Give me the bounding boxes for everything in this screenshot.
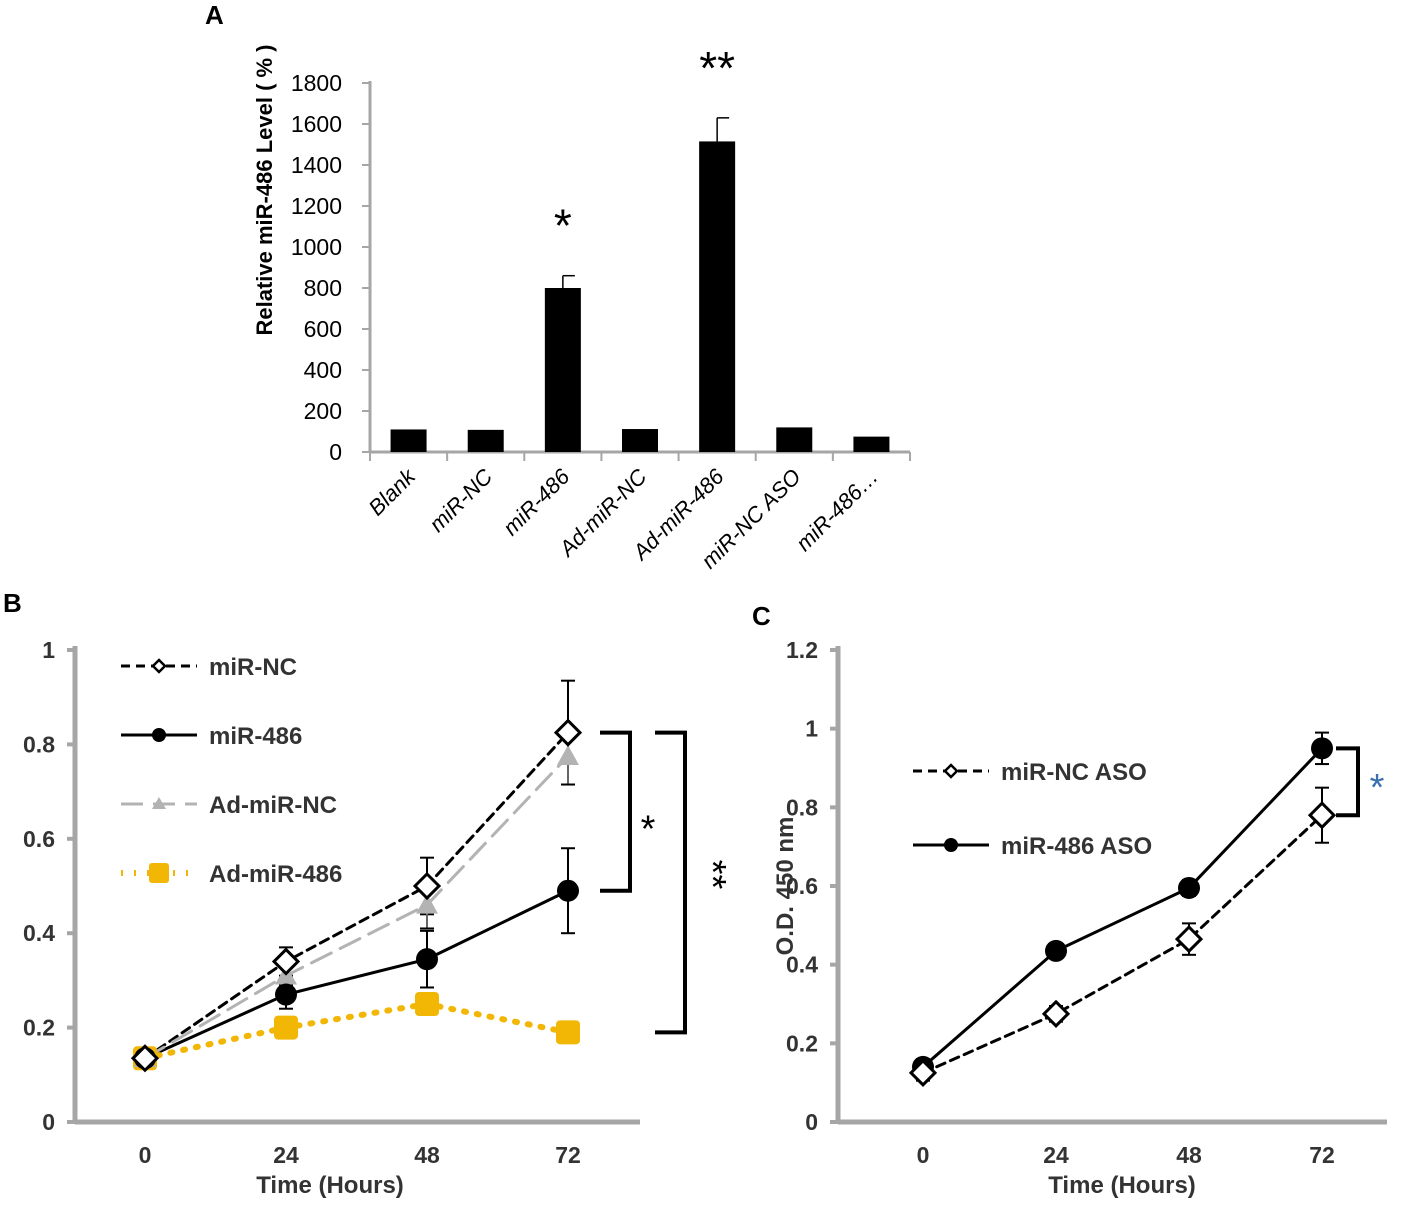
data-point-mir-486-aso: [1178, 876, 1200, 899]
chart-b: 0 0.2 0.4 0.6 0.8 1 0 24 48 72 Time (Hours) miR-NC m…: [23, 637, 733, 1199]
significance-marker: **: [691, 860, 733, 890]
y-tick-label: 800: [304, 275, 342, 301]
y-tick-label: 1000: [291, 234, 342, 260]
legend-marker-ad-mir-nc: [152, 797, 166, 809]
series-line-mir-nc-aso: [921, 813, 1324, 1075]
bar-ad-mir-486: [699, 141, 736, 453]
y-tick-label: 0.4: [786, 952, 818, 978]
data-point-mir-486-aso: [1045, 939, 1067, 962]
x-tick-label: 0: [139, 1142, 152, 1168]
y-tick-label: 600: [304, 316, 342, 342]
x-tick-label: 24: [1043, 1142, 1069, 1168]
legend-label-mir-nc: miR-NC: [209, 654, 297, 681]
chart-a: 0 200 400 600 800 1000 1200 1400 1600 1800 Relativ…: [252, 42, 911, 573]
y-tick-label: 0.2: [786, 1030, 818, 1056]
data-point-mir-nc-aso: [908, 1058, 938, 1087]
legend-marker-ad-mir-486: [149, 863, 169, 883]
y-tick-label: 0.4: [23, 920, 55, 946]
bar-mir-486: [544, 288, 581, 452]
data-point-ad-mir-486: [415, 992, 439, 1016]
significance-marker: *: [1370, 767, 1385, 809]
y-tick-label: 1: [42, 637, 55, 663]
legend-marker-mir-486-aso: [944, 838, 958, 852]
data-point-mir-486: [416, 948, 438, 971]
legend-marker-mir-nc: [151, 658, 167, 674]
data-point-mir-486: [557, 879, 579, 902]
y-tick-label: 0: [42, 1109, 55, 1135]
legend-marker-mir-nc-aso: [943, 763, 959, 779]
significance-bracket: [655, 730, 687, 1035]
significance-marker: *: [641, 809, 656, 851]
y-tick-label: 1400: [291, 152, 342, 178]
series-line-mir-486: [143, 889, 570, 1060]
data-point-ad-mir-nc: [557, 745, 579, 765]
x-tick-label: 24: [273, 1142, 299, 1168]
data-point-ad-mir-nc: [416, 893, 438, 914]
significance-marker: **: [699, 42, 735, 94]
y-tick-label: 0.8: [786, 794, 818, 820]
data-point-mir-nc: [412, 871, 442, 901]
panel-a-label: A: [205, 0, 224, 30]
data-point-mir-nc-aso: [1174, 924, 1204, 954]
x-axis-title: Time (Hours): [256, 1172, 404, 1199]
y-tick-label: 400: [304, 357, 342, 383]
bar-mir-nc: [467, 429, 504, 452]
legend-label-mir-486: miR-486: [209, 723, 302, 750]
x-tick-label: 72: [555, 1142, 581, 1168]
x-tick-label: 72: [1309, 1142, 1335, 1168]
significance-marker: *: [554, 200, 572, 252]
significance-bracket: [600, 730, 632, 893]
bar-mir-486: [853, 436, 890, 452]
data-point-mir-nc: [271, 947, 301, 976]
y-tick-label: 1: [805, 716, 818, 742]
category-label-mir-486: miR-486: [498, 463, 575, 540]
legend-label-mir-486-aso: miR-486 ASO: [1001, 833, 1152, 860]
series-line-mir-486-aso: [921, 746, 1324, 1069]
category-label-mir-486: miR-486…: [791, 464, 883, 556]
y-tick-label: 1.2: [786, 637, 818, 663]
category-label-mir-nc: miR-NC: [424, 464, 497, 537]
x-axis-title: Time (Hours): [1048, 1172, 1196, 1199]
series-line-ad-mir-nc: [143, 754, 570, 1060]
y-tick-label: 1200: [291, 193, 342, 219]
bar-ad-mir-nc: [622, 429, 658, 452]
data-point-mir-nc: [130, 1044, 160, 1073]
y-tick-label: 1600: [291, 111, 342, 137]
panel-c-label: C: [752, 601, 771, 631]
series-line-mir-nc: [143, 731, 570, 1060]
y-tick-label: 1800: [291, 70, 342, 96]
chart-c: 0 0.2 0.4 0.6 0.8 1 1.2 0 24 48 72 Time (Hours) O.D.…: [772, 637, 1387, 1199]
y-axis-title: O.D. 450 nm: [772, 817, 799, 956]
data-point-mir-nc-aso: [1041, 999, 1071, 1028]
legend-label-mir-nc-aso: miR-NC ASO: [1001, 759, 1147, 786]
y-tick-label: 200: [304, 398, 342, 424]
data-point-mir-nc: [553, 718, 583, 747]
panel-b-label: B: [3, 588, 22, 618]
x-tick-label: 0: [917, 1142, 930, 1168]
x-tick-label: 48: [414, 1142, 440, 1168]
category-label-blank: Blank: [364, 463, 421, 520]
y-tick-label: 0.8: [23, 731, 55, 757]
y-tick-label: 0.6: [23, 826, 55, 852]
y-axis-title: Relative miR-486 Level ( % ): [252, 44, 277, 335]
x-tick-label: 48: [1176, 1142, 1202, 1168]
legend-marker-mir-486: [152, 728, 166, 742]
legend-label-ad-mir-486: Ad-miR-486: [209, 861, 342, 888]
data-point-ad-mir-486: [556, 1020, 580, 1045]
data-point-mir-486: [275, 983, 297, 1006]
legend-label-ad-mir-nc: Ad-miR-NC: [209, 792, 337, 819]
y-tick-label: 0: [805, 1109, 818, 1135]
y-tick-label: 0: [329, 439, 342, 465]
data-point-ad-mir-486: [274, 1015, 298, 1040]
bar-blank: [390, 429, 427, 452]
data-point-mir-nc-aso: [1307, 801, 1337, 830]
y-tick-label: 0.2: [23, 1015, 55, 1041]
y-tick-label: 0.6: [786, 873, 818, 899]
significance-bracket: [1336, 746, 1360, 818]
bar-mir-nc-aso: [776, 427, 813, 452]
data-point-mir-486-aso: [1311, 737, 1333, 760]
